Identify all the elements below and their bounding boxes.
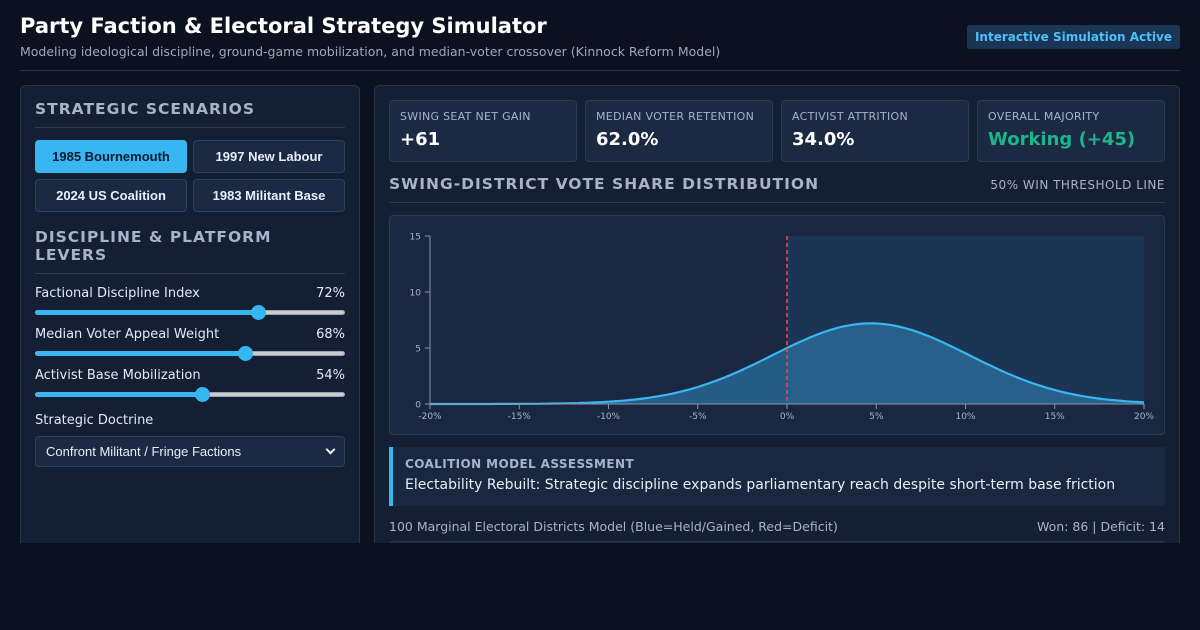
x-tick-label: 5% bbox=[869, 412, 884, 422]
slider-factional-discipline: Factional Discipline Index 72% bbox=[35, 286, 345, 320]
chart-canvas: 0 5 10 15 -20% -15% -10% -5% 0% 5% 10% 15% 20% bbox=[410, 233, 1155, 423]
x-tick-label: 0% bbox=[780, 412, 795, 422]
stat-value: Working (+45) bbox=[988, 129, 1136, 150]
doctrine-selected-value: Confront Militant / Fringe Factions bbox=[46, 444, 242, 459]
stat-card-swing-seat-gain: SWING SEAT NET GAIN +61 bbox=[389, 100, 577, 162]
slider-label: Factional Discipline Index bbox=[35, 286, 200, 301]
slider-thumb[interactable] bbox=[195, 387, 211, 402]
stat-label: OVERALL MAJORITY bbox=[988, 110, 1100, 123]
x-tick-label: 15% bbox=[1045, 412, 1065, 422]
stat-card-overall-majority: OVERALL MAJORITY Working (+45) bbox=[977, 100, 1165, 162]
vote-share-chart: 0 5 10 15 -20% -15% -10% -5% 0% 5% 10% 15% 20% bbox=[389, 215, 1165, 435]
stat-card-median-voter-retention: MEDIAN VOTER RETENTION 62.0% bbox=[585, 100, 773, 162]
control-sidebar: STRATEGIC SCENARIOS 1985 Bournemouth 199… bbox=[20, 85, 360, 555]
viewport-edge bbox=[0, 543, 1200, 630]
x-tick-label: -15% bbox=[508, 412, 532, 422]
page-subtitle: Modeling ideological discipline, ground-… bbox=[20, 44, 721, 59]
slider-fill bbox=[36, 351, 246, 356]
slider-thumb[interactable] bbox=[238, 346, 254, 361]
slider-fill bbox=[36, 310, 258, 315]
chevron-down-icon bbox=[325, 444, 336, 455]
slider-fill bbox=[36, 392, 203, 397]
scenario-button-1983-militant-base[interactable]: 1983 Militant Base bbox=[193, 179, 345, 212]
scenario-button-2024-us-coalition[interactable]: 2024 US Coalition bbox=[35, 179, 187, 212]
slider-track[interactable] bbox=[35, 346, 345, 361]
y-tick-label: 15 bbox=[410, 233, 421, 243]
stat-value: 62.0% bbox=[596, 129, 659, 150]
page-title: Party Faction & Electoral Strategy Simul… bbox=[20, 14, 547, 38]
simulation-status-badge: Interactive Simulation Active bbox=[966, 25, 1180, 49]
slider-label: Activist Base Mobilization bbox=[35, 368, 201, 383]
doctrine-select[interactable]: Confront Militant / Fringe Factions bbox=[35, 436, 345, 467]
assessment-label: COALITION MODEL ASSESSMENT bbox=[405, 457, 635, 471]
scenario-buttons: 1985 Bournemouth 1997 New Labour 2024 US… bbox=[35, 140, 345, 212]
scenarios-heading: STRATEGIC SCENARIOS bbox=[35, 100, 345, 128]
stat-cards: SWING SEAT NET GAIN +61 MEDIAN VOTER RET… bbox=[389, 100, 1165, 162]
stat-value: 34.0% bbox=[792, 129, 855, 150]
scenario-button-1985-bournemouth[interactable]: 1985 Bournemouth bbox=[35, 140, 187, 173]
stat-label: ACTIVIST ATTRITION bbox=[792, 110, 908, 123]
page-header: Party Faction & Electoral Strategy Simul… bbox=[20, 14, 1180, 71]
assessment-text: Electability Rebuilt: Strategic discipli… bbox=[405, 477, 1116, 493]
chart-title: SWING-DISTRICT VOTE SHARE DISTRIBUTION bbox=[389, 175, 820, 193]
slider-value: 68% bbox=[316, 327, 345, 342]
doctrine-label: Strategic Doctrine bbox=[35, 413, 154, 428]
stat-value: +61 bbox=[400, 129, 441, 150]
y-tick-label: 5 bbox=[415, 345, 421, 355]
districts-summary: Won: 86 | Deficit: 14 bbox=[1037, 519, 1165, 534]
slider-label: Median Voter Appeal Weight bbox=[35, 327, 220, 342]
x-tick-label: -20% bbox=[418, 412, 442, 422]
y-tick-label: 0 bbox=[415, 401, 421, 411]
chart-header: SWING-DISTRICT VOTE SHARE DISTRIBUTION 5… bbox=[389, 175, 1165, 203]
x-tick-label: 20% bbox=[1134, 412, 1154, 422]
x-tick-label: -5% bbox=[689, 412, 707, 422]
stat-label: SWING SEAT NET GAIN bbox=[400, 110, 531, 123]
districts-legend: 100 Marginal Electoral Districts Model (… bbox=[389, 519, 1165, 534]
slider-track[interactable] bbox=[35, 305, 345, 320]
slider-median-voter-appeal: Median Voter Appeal Weight 68% bbox=[35, 327, 345, 361]
levers-heading: DISCIPLINE & PLATFORM LEVERS bbox=[35, 228, 345, 274]
slider-thumb[interactable] bbox=[250, 305, 266, 320]
results-panel: SWING SEAT NET GAIN +61 MEDIAN VOTER RET… bbox=[374, 85, 1180, 555]
x-tick-label: -10% bbox=[597, 412, 621, 422]
slider-value: 72% bbox=[316, 286, 345, 301]
scenario-button-1997-new-labour[interactable]: 1997 New Labour bbox=[193, 140, 345, 173]
stat-label: MEDIAN VOTER RETENTION bbox=[596, 110, 755, 123]
slider-value: 54% bbox=[316, 368, 345, 383]
stat-card-activist-attrition: ACTIVIST ATTRITION 34.0% bbox=[781, 100, 969, 162]
x-tick-label: 10% bbox=[955, 412, 975, 422]
assessment-callout: COALITION MODEL ASSESSMENT Electability … bbox=[389, 447, 1165, 506]
chart-threshold-note: 50% WIN THRESHOLD LINE bbox=[990, 178, 1165, 192]
slider-track[interactable] bbox=[35, 387, 345, 402]
districts-caption: 100 Marginal Electoral Districts Model (… bbox=[389, 519, 838, 534]
slider-activist-mobilization: Activist Base Mobilization 54% bbox=[35, 368, 345, 402]
y-tick-label: 10 bbox=[410, 289, 422, 299]
